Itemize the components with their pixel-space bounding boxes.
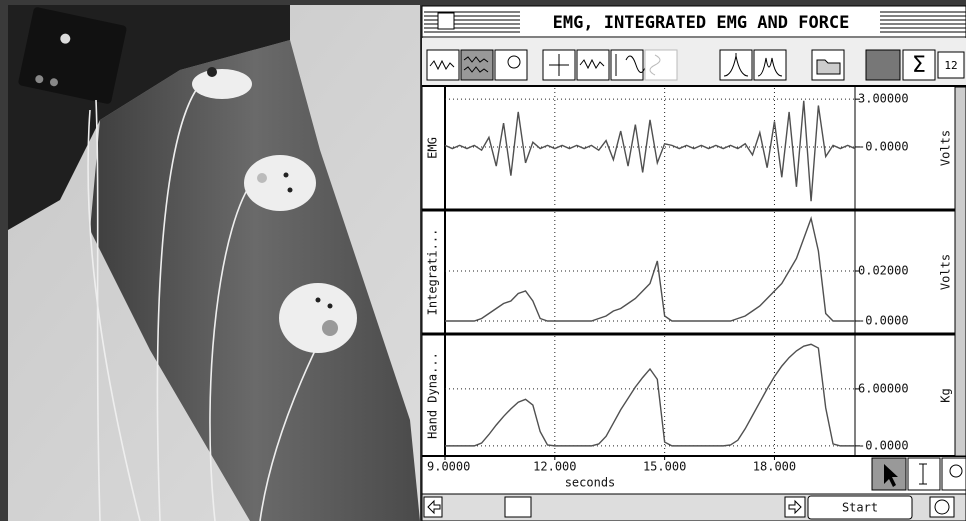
- tool-button[interactable]: [577, 50, 609, 80]
- x-tick-label: 12.000: [533, 460, 576, 474]
- start-button-label: Start: [842, 501, 878, 515]
- ibeam-tool[interactable]: [908, 458, 940, 490]
- photo: [8, 5, 420, 521]
- tool-button[interactable]: [461, 50, 493, 80]
- y-tick-label: -0.0000: [858, 438, 909, 452]
- y-tick-label: -0.0000: [858, 314, 909, 328]
- x-tick-label: 15.000: [643, 460, 686, 474]
- zoom-tool[interactable]: [942, 458, 966, 490]
- y-tick-label: -0.0000: [858, 139, 909, 153]
- y-tick-label: 3.00000: [858, 92, 909, 106]
- y-tick-label: 6.00000: [858, 381, 909, 395]
- page: {"window_title": "EMG, INTEGRATED EMG AN…: [0, 0, 966, 521]
- x-axis-label: seconds: [565, 476, 616, 490]
- unit-label: Volts: [939, 130, 953, 166]
- unit-label: Volts: [939, 254, 953, 290]
- unit-label: Kg: [939, 388, 953, 402]
- window-title: EMG, INTEGRATED EMG AND FORCE: [553, 13, 850, 33]
- scroll-thumb[interactable]: [505, 497, 531, 517]
- number-button-label: 12: [944, 59, 957, 72]
- channel-label: Hand Dyna...: [426, 352, 440, 439]
- channel-label: Integrati...: [426, 229, 440, 316]
- tool-button[interactable]: [427, 50, 459, 80]
- close-box[interactable]: [438, 13, 454, 29]
- tool-button[interactable]: [645, 50, 677, 80]
- x-tick-label: 18.000: [753, 460, 796, 474]
- x-tick-label: 9.0000: [427, 460, 470, 474]
- y-tick-label: 0.02000: [858, 264, 909, 278]
- screenshot: EMG, INTEGRATED EMG AND FORCE Σ 12: [0, 0, 966, 521]
- channel-label: EMG: [426, 137, 440, 159]
- vertical-scrollbar: [955, 87, 966, 456]
- sum-button-label: Σ: [912, 53, 926, 78]
- tool-button[interactable]: [866, 50, 900, 80]
- tool-button[interactable]: [495, 50, 527, 80]
